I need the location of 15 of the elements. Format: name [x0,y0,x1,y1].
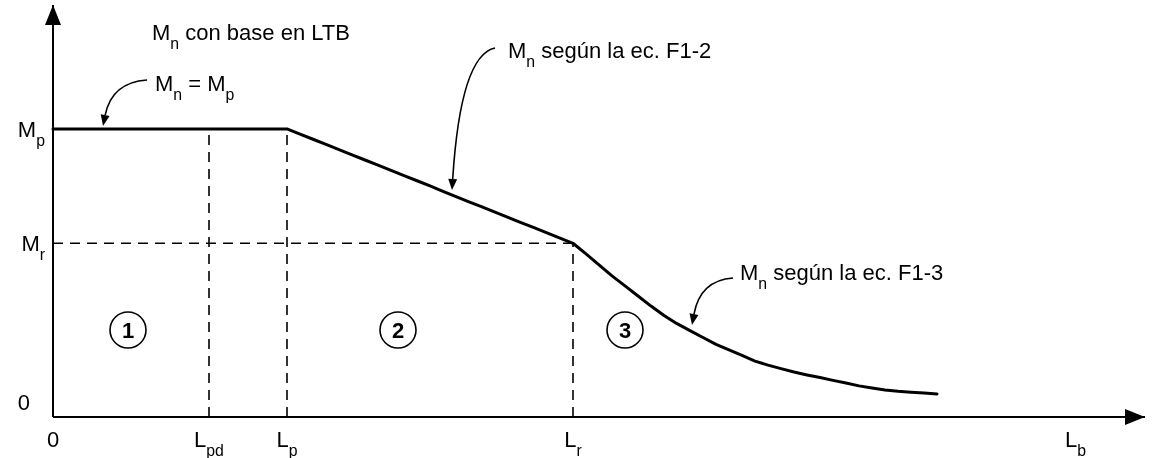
text: 0 [17,390,30,415]
text: M$_{p}$ [17,117,46,149]
chart-title: M$_{n}$ con base en LTB [152,20,350,52]
x-tick-label: L$_{r}$ [564,427,583,458]
annotation: 3 [618,318,632,343]
x-axis-title: L$_{b}$ [1065,427,1087,458]
ref-line-label: M$_{r}$ [21,231,46,263]
x-tick-label: L$_{p}$ [276,427,298,458]
annotation: 2 [391,318,405,343]
x-tick-label: L$_{pd}$ [194,427,224,458]
annotation: M$_{n}$ según la ec. F1-3 [740,260,944,292]
text: M$_{n}$ según la ec. F1-2 [508,38,712,70]
x-tick-label: 0 [46,427,60,452]
text: M$_{n}$ = M$_{p}$ [155,71,235,103]
annotation: 1 [121,318,135,343]
